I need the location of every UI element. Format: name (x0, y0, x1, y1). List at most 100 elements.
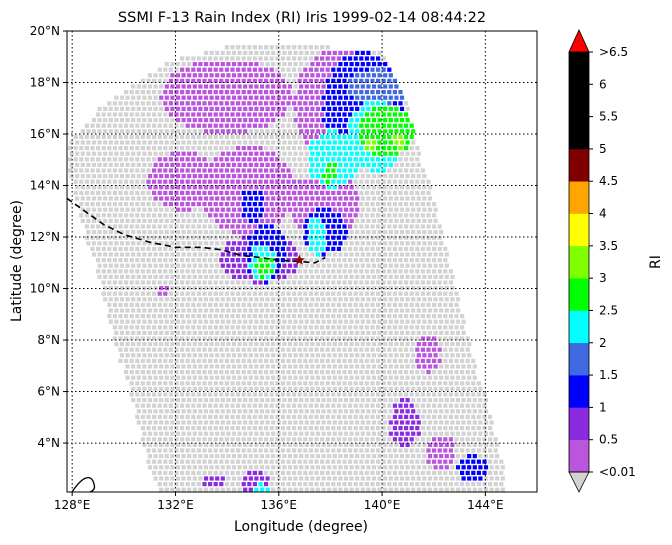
swath-pixel (293, 375, 298, 380)
swath-pixel (299, 174, 304, 179)
swath-pixel (230, 392, 235, 397)
swath-pixel (237, 50, 242, 55)
swath-pixel (101, 202, 106, 207)
swath-pixel (383, 420, 388, 425)
swath-pixel (348, 426, 353, 431)
swath-pixel (394, 330, 399, 335)
swath-pixel (174, 90, 179, 95)
swath-pixel (405, 297, 410, 302)
swath-pixel (331, 314, 336, 319)
swath-pixel (174, 146, 179, 151)
swath-pixel (136, 207, 141, 212)
swath-pixel (383, 308, 388, 313)
swath-pixel (465, 470, 470, 475)
swath-pixel (409, 123, 414, 128)
swath-pixel (135, 403, 140, 408)
swath-pixel (271, 476, 276, 481)
swath-pixel (90, 146, 95, 151)
swath-pixel (159, 106, 164, 111)
swath-pixel (181, 297, 186, 302)
swath-pixel (420, 269, 425, 274)
swath-pixel (338, 319, 343, 324)
swath-pixel (297, 358, 302, 363)
swath-pixel (147, 241, 153, 246)
swath-pixel (381, 347, 386, 352)
swath-pixel (168, 90, 173, 95)
swath-pixel (208, 168, 213, 173)
swath-pixel (248, 297, 253, 302)
swath-pixel (215, 330, 220, 335)
swath-pixel (327, 162, 332, 167)
swath-pixel (198, 364, 203, 369)
swath-pixel (243, 118, 248, 123)
swath-pixel (376, 67, 381, 72)
swath-pixel (394, 95, 399, 100)
swath-pixel (259, 353, 265, 358)
swath-pixel (444, 409, 449, 414)
swath-pixel (394, 252, 399, 257)
swath-pixel (192, 342, 197, 347)
swath-pixel (338, 420, 343, 425)
swath-pixel (164, 174, 169, 179)
y-tick-label: 12°N (30, 230, 60, 244)
swath-pixel (226, 218, 231, 223)
swath-pixel (236, 235, 241, 240)
swath-pixel (297, 437, 302, 442)
swath-pixel (112, 291, 117, 296)
swath-pixel (366, 409, 371, 414)
swath-pixel (136, 308, 141, 313)
swath-pixel (248, 375, 253, 380)
swath-pixel (198, 375, 203, 380)
swath-pixel (310, 487, 315, 492)
swath-pixel (175, 118, 181, 123)
swath-pixel (180, 381, 185, 386)
swath-pixel (432, 246, 437, 251)
swath-pixel (153, 330, 158, 335)
swath-pixel (236, 123, 241, 128)
swath-pixel (252, 224, 257, 229)
swath-pixel (226, 73, 231, 78)
colorbar-tick-label: >6.5 (599, 45, 628, 59)
swath-pixel (175, 151, 181, 156)
swath-pixel (236, 482, 241, 487)
swath-pixel (308, 291, 313, 296)
swath-pixel (164, 353, 169, 358)
swath-pixel (409, 347, 414, 352)
swath-pixel (377, 95, 382, 100)
swath-pixel (224, 370, 229, 375)
swath-pixel (140, 302, 145, 307)
swath-pixel (90, 246, 95, 251)
swath-pixel (427, 263, 433, 268)
swath-pixel (381, 157, 386, 162)
swath-pixel (142, 140, 147, 145)
swath-pixel (471, 470, 476, 475)
swath-pixel (254, 218, 259, 223)
swath-pixel (226, 129, 231, 134)
swath-pixel (320, 78, 325, 83)
swath-pixel (488, 414, 493, 419)
swath-pixel (152, 325, 157, 330)
swath-pixel (135, 381, 140, 386)
swath-pixel (209, 50, 214, 55)
swath-pixel (415, 280, 420, 285)
swath-pixel (181, 442, 186, 447)
swath-pixel (336, 258, 341, 263)
swath-pixel (353, 336, 358, 341)
swath-pixel (135, 414, 140, 419)
swath-pixel (377, 174, 382, 179)
swath-pixel (315, 84, 321, 89)
swath-pixel (96, 112, 101, 117)
swath-pixel (86, 162, 91, 167)
swath-pixel (426, 190, 431, 195)
swath-pixel (146, 269, 151, 274)
swath-pixel (399, 129, 405, 134)
swath-pixel (198, 476, 203, 481)
swath-pixel (388, 409, 393, 414)
swath-pixel (399, 297, 405, 302)
swath-pixel (321, 62, 326, 67)
swath-pixel (226, 375, 231, 380)
swath-pixel (343, 487, 349, 492)
swath-pixel (426, 314, 431, 319)
swath-pixel (191, 302, 196, 307)
swath-pixel (192, 95, 197, 100)
